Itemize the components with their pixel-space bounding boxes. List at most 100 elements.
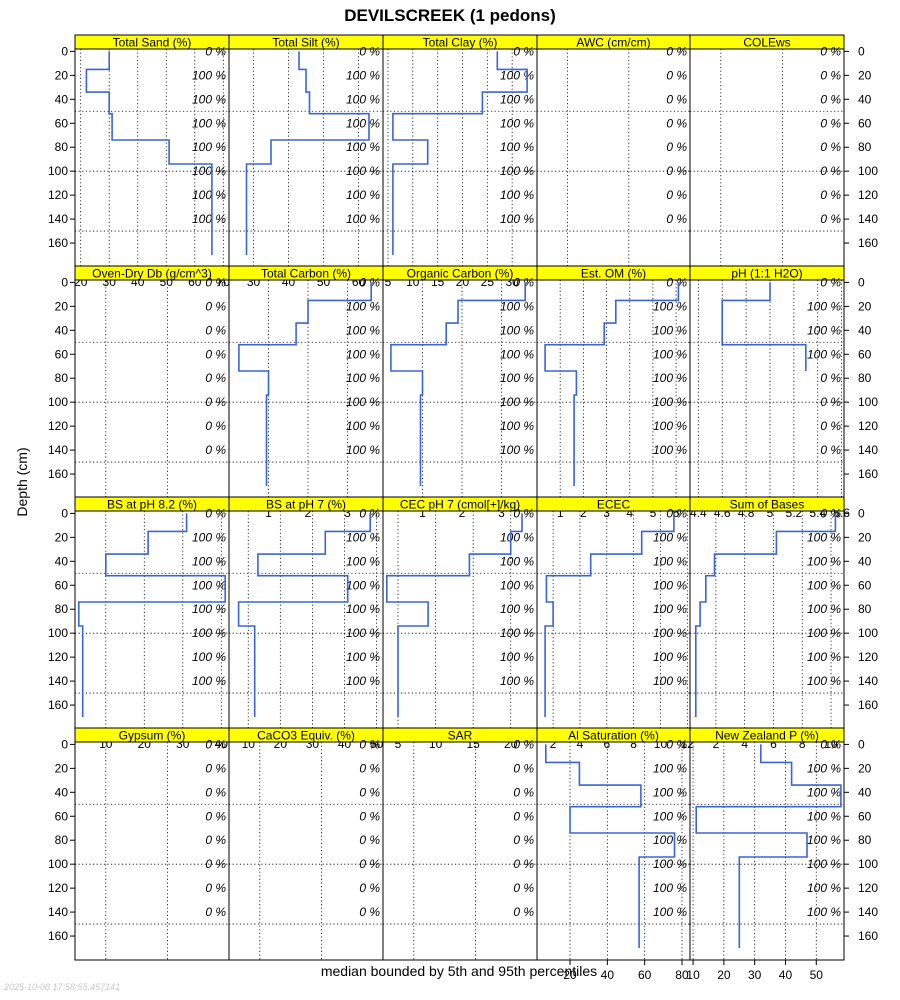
pct-label: 100 % <box>346 164 380 178</box>
pct-label: 100 % <box>192 116 226 130</box>
y-tick-label-left: 60 <box>55 578 69 592</box>
x-tick-label: 40 <box>779 968 793 982</box>
pct-label: 100 % <box>653 554 687 568</box>
median-profile-line <box>238 282 373 486</box>
median-profile-line <box>390 282 527 486</box>
pct-label: 100 % <box>192 554 226 568</box>
pct-label: 100 % <box>192 212 226 226</box>
pct-label: 100 % <box>500 419 534 433</box>
median-profile-line <box>85 51 213 255</box>
y-tick-label-right: 140 <box>858 443 878 457</box>
panel-strip-label: Total Silt (%) <box>272 36 339 50</box>
y-tick-label-left: 160 <box>48 929 68 943</box>
x-tick-label: 3 <box>603 506 610 520</box>
pct-label: 0 % <box>820 140 841 154</box>
x-tick-label: 5 <box>385 275 392 289</box>
pct-label: 0 % <box>205 785 226 799</box>
y-tick-label-right: 160 <box>858 929 878 943</box>
x-tick-label: 1 <box>419 506 426 520</box>
pct-label: 0 % <box>205 44 226 58</box>
y-tick-label-right: 80 <box>858 140 872 154</box>
y-tick-label-left: 60 <box>55 347 69 361</box>
pct-label: 0 % <box>820 164 841 178</box>
pct-label: 0 % <box>359 737 380 751</box>
pct-label: 0 % <box>359 785 380 799</box>
pct-label: 100 % <box>653 905 687 919</box>
pct-label: 100 % <box>807 578 841 592</box>
pct-label: 0 % <box>666 44 687 58</box>
panel-strip-label: BS at pH 8.2 (%) <box>107 498 197 512</box>
y-tick-label-right: 160 <box>858 698 878 712</box>
panel-bs-at-ph-8-2: BS at pH 8.2 (%) 0 % 100 % 100 % 100 % 100 % 1… <box>74 496 230 751</box>
panel-est-om: Est. OM (%) 0 % 100 % 100 % 100 % 100 % 100 % 1… <box>536 265 691 520</box>
panel-strip-label: Sum of Bases <box>730 498 805 512</box>
y-tick-label-right: 0 <box>858 506 865 520</box>
pct-label: 100 % <box>500 68 534 82</box>
pct-label: 100 % <box>807 881 841 895</box>
y-tick-label-left: 80 <box>55 602 69 616</box>
x-tick-label: 3 <box>498 506 505 520</box>
y-tick-label-right: 160 <box>858 467 878 481</box>
x-tick-label: 80 <box>675 968 689 982</box>
pct-label: 0 % <box>359 506 380 520</box>
x-tick-label: 2 <box>580 506 587 520</box>
panel-strip-label: Total Sand (%) <box>113 36 192 50</box>
pct-label: 0 % <box>820 395 841 409</box>
pct-label: 100 % <box>807 626 841 640</box>
y-tick-label-right: 140 <box>858 905 878 919</box>
pct-label: 100 % <box>500 395 534 409</box>
median-profile-line <box>392 51 528 255</box>
y-tick-label-left: 100 <box>48 395 68 409</box>
x-tick-label: 4 <box>626 506 633 520</box>
y-tick-label-right: 0 <box>858 44 865 58</box>
y-tick-label-left: 140 <box>48 905 68 919</box>
y-tick-label-left: 40 <box>55 554 69 568</box>
y-tick-label-left: 120 <box>48 881 68 895</box>
pct-label: 100 % <box>346 395 380 409</box>
y-tick-label-left: 160 <box>48 236 68 250</box>
y-tick-label-right: 100 <box>858 626 878 640</box>
pct-label: 100 % <box>807 761 841 775</box>
pct-label: 0 % <box>205 371 226 385</box>
pct-label: 0 % <box>666 212 687 226</box>
pct-label: 100 % <box>192 674 226 688</box>
y-tick-label-left: 100 <box>48 857 68 871</box>
pct-label: 100 % <box>807 323 841 337</box>
y-tick-label-right: 120 <box>858 419 878 433</box>
panel-frame <box>689 741 845 961</box>
panel-ph-1-1-h2o: pH (1:1 H2O) 0 % 100 % 100 % 100 % 0 % 0 % 0 % 0… <box>689 265 850 520</box>
median-profile-line <box>78 513 226 717</box>
y-tick-label-right: 100 <box>858 395 878 409</box>
pct-label: 100 % <box>500 188 534 202</box>
pct-label: 100 % <box>653 371 687 385</box>
pct-label: 100 % <box>807 809 841 823</box>
y-tick-label-left: 140 <box>48 674 68 688</box>
panel-strip-label: CaCO3 Equiv. (%) <box>257 729 355 743</box>
pct-label: 0 % <box>820 68 841 82</box>
panel-al-saturation: Al Saturation (%) 0 % 100 % 100 % 100 % 100 %… <box>536 727 691 982</box>
y-tick-label-right: 80 <box>858 833 872 847</box>
pct-label: 100 % <box>500 140 534 154</box>
x-tick-label: 4 <box>577 737 584 751</box>
pct-label: 0 % <box>820 275 841 289</box>
pct-label: 0 % <box>666 188 687 202</box>
pct-label: 100 % <box>653 674 687 688</box>
pct-label: 0 % <box>666 737 687 751</box>
pct-label: 100 % <box>500 116 534 130</box>
pct-label: 0 % <box>205 761 226 775</box>
pct-label: 100 % <box>653 785 687 799</box>
pct-label: 0 % <box>513 809 534 823</box>
pct-label: 0 % <box>666 506 687 520</box>
pct-label: 0 % <box>205 506 226 520</box>
y-tick-label-right: 140 <box>858 212 878 226</box>
x-tick-label: 4 <box>741 737 748 751</box>
y-tick-label-left: 120 <box>48 188 68 202</box>
pct-label: 100 % <box>807 785 841 799</box>
pct-label: 100 % <box>807 602 841 616</box>
pct-label: 0 % <box>666 92 687 106</box>
y-tick-label-left: 0 <box>61 737 68 751</box>
pct-label: 100 % <box>653 323 687 337</box>
pct-label: 0 % <box>205 299 226 313</box>
y-tick-label-right: 80 <box>858 602 872 616</box>
pct-label: 100 % <box>346 212 380 226</box>
